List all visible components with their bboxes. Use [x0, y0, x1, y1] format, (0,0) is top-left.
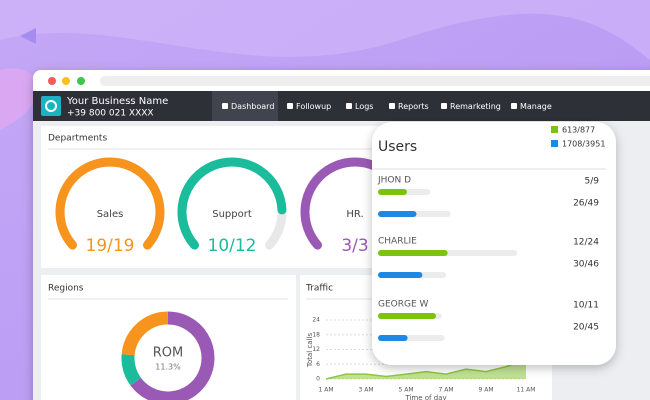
business-phone: +39 800 021 XXXX — [67, 109, 154, 119]
nav-item[interactable]: Dashboard — [231, 102, 274, 111]
wave — [0, 0, 650, 60]
x-tick-label: 3 AM — [358, 387, 373, 394]
users-layer: 613/877 1708/3951 JHON D 5/9 26/49 CHARLIE 12/… — [377, 126, 605, 341]
minimize-dot[interactable] — [62, 77, 70, 85]
gauge-label: HR. — [346, 209, 363, 220]
gauge-value: 3/3 — [341, 236, 368, 256]
wave — [0, 68, 38, 130]
legend-swatch — [551, 140, 558, 147]
nav-icon[interactable] — [287, 103, 293, 109]
gauge-value: 10/12 — [208, 236, 257, 256]
bar — [378, 250, 448, 256]
bar — [378, 211, 417, 217]
nav-item[interactable]: Reports — [398, 102, 429, 111]
bar-label: 26/49 — [573, 199, 599, 209]
address-bar[interactable] — [100, 76, 650, 86]
users-title: Users — [378, 139, 417, 155]
donut-value: 11.3% — [155, 363, 181, 372]
x-tick-label: 7 AM — [438, 387, 453, 394]
logo[interactable] — [41, 96, 61, 116]
donut-segment[interactable] — [121, 354, 142, 386]
y-tick-label: 0 — [316, 376, 320, 383]
y-axis-label: Total calls — [306, 333, 314, 369]
nav-icon[interactable] — [511, 103, 517, 109]
nav-item[interactable]: Remarketing — [450, 102, 501, 111]
arrow-icon — [20, 28, 36, 44]
maximize-dot[interactable] — [77, 77, 85, 85]
panel-title: Regions — [48, 284, 84, 294]
bar — [378, 189, 407, 195]
y-tick-label: 18 — [312, 331, 320, 338]
x-tick-label: 9 AM — [478, 387, 493, 394]
nav-icon[interactable] — [441, 103, 447, 109]
user-name: GEORGE W — [378, 300, 429, 310]
bar — [378, 335, 408, 341]
user-name: JHON D — [377, 176, 411, 186]
donut-label: ROM — [153, 346, 183, 361]
nav-item[interactable]: Followup — [296, 102, 331, 111]
nav-item[interactable]: Manage — [520, 102, 552, 111]
y-tick-label: 6 — [316, 361, 320, 368]
bar-label: 30/46 — [573, 260, 599, 270]
legend-swatch — [551, 126, 558, 133]
business-name: Your Business Name — [66, 96, 168, 107]
donut-segment[interactable] — [130, 311, 215, 400]
nav-icon[interactable] — [389, 103, 395, 109]
user-name: CHARLIE — [378, 237, 417, 247]
nav-icon[interactable] — [222, 103, 228, 109]
nav-item[interactable]: Logs — [355, 102, 373, 111]
close-dot[interactable] — [48, 77, 56, 85]
bar-label: 10/11 — [573, 301, 599, 311]
y-tick-label: 12 — [312, 346, 320, 353]
x-axis-label: Time of day — [404, 394, 446, 400]
nav-icon[interactable] — [346, 103, 352, 109]
gauge-label: Support — [212, 209, 252, 220]
line — [325, 358, 527, 380]
area — [326, 359, 526, 379]
gauge-label: Sales — [97, 209, 124, 220]
nav-bar — [33, 91, 650, 121]
gauge-fill — [55, 157, 165, 250]
logo-icon — [45, 100, 57, 112]
gauge-value: 19/19 — [86, 236, 135, 256]
bar — [378, 272, 423, 278]
donut-segment[interactable] — [121, 311, 169, 356]
y-tick-label: 24 — [312, 317, 320, 324]
x-tick-label: 5 AM — [398, 387, 413, 394]
bar-label: 12/24 — [573, 238, 599, 248]
panel-title: Departments — [48, 134, 107, 144]
panel-title: Traffic — [305, 284, 333, 294]
legend-label: 613/877 — [562, 126, 595, 135]
regions-panel — [41, 275, 296, 400]
gauge-fill — [177, 157, 287, 250]
bar-label: 5/9 — [585, 177, 600, 187]
users-card — [372, 122, 616, 365]
bar — [378, 313, 436, 319]
x-tick-label: 1 AM — [318, 387, 333, 394]
x-tick-label: 11 AM — [517, 387, 536, 394]
legend-label: 1708/3951 — [562, 140, 605, 149]
bar-label: 20/45 — [573, 323, 599, 333]
